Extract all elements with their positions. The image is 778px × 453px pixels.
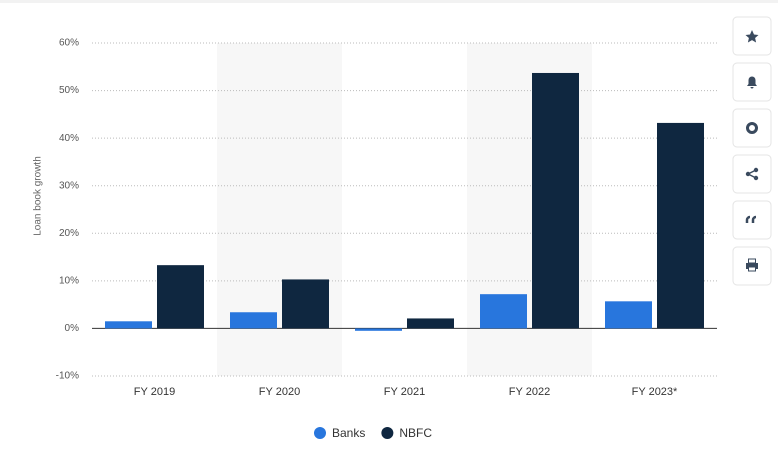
sidebar — [732, 16, 772, 286]
y-tick-label: 30% — [59, 180, 79, 191]
plot-area: -10% 0% 10% 20% 30% 40% 50% 60% FY 2019 FY 2020 FY… — [56, 38, 717, 398]
y-tick-label: 0% — [65, 323, 80, 334]
share-button[interactable] — [732, 154, 772, 194]
y-tick-label: -10% — [56, 371, 79, 382]
legend: Banks NBFC — [314, 426, 432, 440]
bar — [105, 321, 152, 329]
y-tick-label: 10% — [59, 275, 79, 286]
bar — [157, 265, 204, 329]
bar — [230, 312, 277, 329]
bar — [355, 328, 402, 331]
bar — [605, 301, 652, 329]
legend-label: Banks — [332, 426, 365, 440]
x-tick-label: FY 2019 — [134, 386, 175, 398]
y-tick-label: 40% — [59, 133, 79, 144]
y-tick-label: 50% — [59, 85, 79, 96]
y-tick-label: 20% — [59, 228, 79, 239]
legend-marker — [381, 427, 394, 439]
legend-label: NBFC — [399, 426, 432, 440]
x-tick-label: FY 2023* — [632, 386, 678, 398]
x-tick-label: FY 2021 — [384, 386, 425, 398]
x-tick-label: FY 2022 — [509, 386, 550, 398]
bar — [407, 318, 454, 329]
y-tick-label: 60% — [59, 38, 79, 49]
notification-button[interactable] — [732, 62, 772, 102]
bar — [480, 294, 527, 329]
favorite-button[interactable] — [732, 16, 772, 56]
bar — [532, 72, 579, 329]
y-axis-label: Loan book growth — [33, 156, 44, 236]
settings-button[interactable] — [732, 108, 772, 148]
legend-marker — [314, 427, 326, 439]
print-button[interactable] — [732, 246, 772, 286]
x-tick-label: FY 2020 — [259, 386, 300, 398]
top-bar — [0, 0, 778, 3]
bar — [282, 279, 329, 329]
cite-button[interactable] — [732, 200, 772, 240]
bar — [657, 122, 704, 329]
